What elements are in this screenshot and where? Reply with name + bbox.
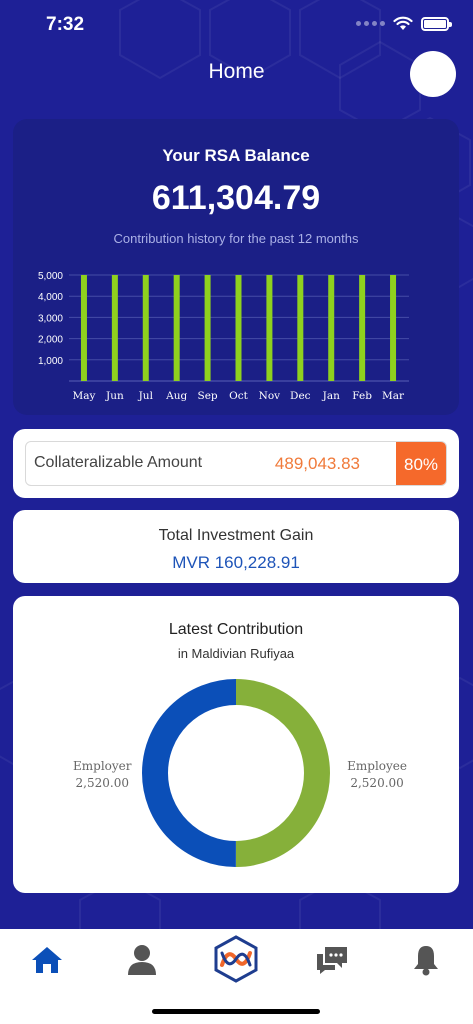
tab-home[interactable] — [27, 940, 67, 980]
chat-icon — [317, 947, 347, 974]
wifi-icon — [393, 16, 413, 30]
chart-y-tick-label: 2,000 — [38, 335, 63, 346]
donut-slice-employer — [142, 679, 330, 867]
employer-legend: Employer 2,520.00 — [73, 758, 132, 792]
chart-y-tick-label: 5,000 — [38, 271, 63, 282]
chart-bar — [111, 275, 118, 381]
tab-profile[interactable] — [122, 940, 162, 980]
contribution-chart: 1,000 2,000 3,000 4,000 5,000 May Jun Jul Aug Sep… — [38, 271, 409, 402]
logo-icon — [214, 935, 258, 983]
employee-legend: Employee 2,520.00 — [347, 758, 407, 792]
page-title: Home — [208, 60, 265, 83]
home-indicator — [152, 1009, 320, 1014]
cellular-signal-icon — [356, 21, 385, 26]
latest-contribution-title: Latest Contribution — [168, 621, 304, 638]
collateral-card: Collateralizable Amount 489,043.83 80% — [13, 429, 459, 498]
chart-bar — [328, 275, 335, 381]
tab-messages[interactable] — [312, 940, 352, 980]
employer-label: Employer — [73, 759, 132, 773]
investment-gain-card: Total Investment Gain MVR 160,228.91 — [13, 510, 459, 583]
tab-notifications[interactable] — [406, 940, 446, 980]
tab-logo[interactable] — [212, 935, 260, 983]
chart-x-tick-label: Mar — [382, 390, 405, 402]
tab-bar — [0, 929, 473, 1024]
chart-y-tick-label: 4,000 — [38, 292, 63, 303]
chart-x-tick-label: Jun — [105, 390, 124, 402]
chart-x-tick-label: Feb — [352, 390, 372, 402]
home-icon — [32, 947, 62, 973]
bell-icon — [414, 946, 438, 976]
chart-x-tick-label: May — [72, 390, 95, 402]
balance-card: Your RSA Balance 611,304.79 Contribution… — [13, 119, 459, 415]
chart-y-tick-label: 3,000 — [38, 313, 63, 324]
employee-label: Employee — [347, 759, 407, 773]
chart-bar — [235, 275, 242, 381]
collateral-percent-badge: 80% — [396, 442, 446, 485]
balance-title: Your RSA Balance — [162, 146, 310, 165]
chart-bar — [266, 275, 273, 381]
chart-x-tick-label: Aug — [165, 390, 187, 402]
employee-value: 2,520.00 — [350, 776, 404, 790]
status-icons — [356, 16, 452, 31]
balance-subtitle: Contribution history for the past 12 mon… — [113, 231, 359, 246]
collateral-value: 489,043.83 — [274, 454, 360, 473]
avatar-button[interactable] — [410, 51, 456, 97]
balance-amount: 611,304.79 — [151, 179, 321, 217]
chart-x-tick-label: Sep — [198, 390, 218, 402]
status-time: 7:32 — [46, 14, 85, 35]
chart-bar — [359, 275, 366, 381]
chart-bar — [142, 275, 149, 381]
chart-x-tick-label: Dec — [290, 390, 311, 402]
battery-icon — [421, 16, 452, 31]
chart-bar — [204, 275, 211, 381]
collateral-label: Collateralizable Amount — [34, 454, 203, 471]
profile-icon — [128, 945, 156, 975]
collateral-row[interactable]: Collateralizable Amount 489,043.83 80% — [25, 441, 447, 486]
chart-y-tick-label: 1,000 — [38, 356, 63, 367]
latest-contribution-subtitle: in Maldivian Rufiyaa — [177, 646, 295, 661]
chart-bar — [80, 275, 87, 381]
chart-x-tick-label: Nov — [259, 390, 281, 402]
chart-x-tick-label: Jan — [322, 390, 340, 402]
status-bar: 7:32 — [0, 0, 473, 52]
chart-bar — [297, 275, 304, 381]
chart-x-tick-label: Jul — [138, 390, 154, 402]
investment-gain-value: MVR 160,228.91 — [172, 553, 300, 572]
employer-value: 2,520.00 — [75, 776, 129, 790]
chart-bar — [390, 275, 397, 381]
chart-bar — [173, 275, 180, 381]
chart-x-tick-label: Oct — [229, 390, 248, 402]
contribution-donut-chart — [142, 679, 330, 867]
latest-contribution-card: Latest Contribution in Maldivian Rufiyaa… — [13, 596, 459, 893]
investment-gain-title: Total Investment Gain — [158, 527, 314, 544]
